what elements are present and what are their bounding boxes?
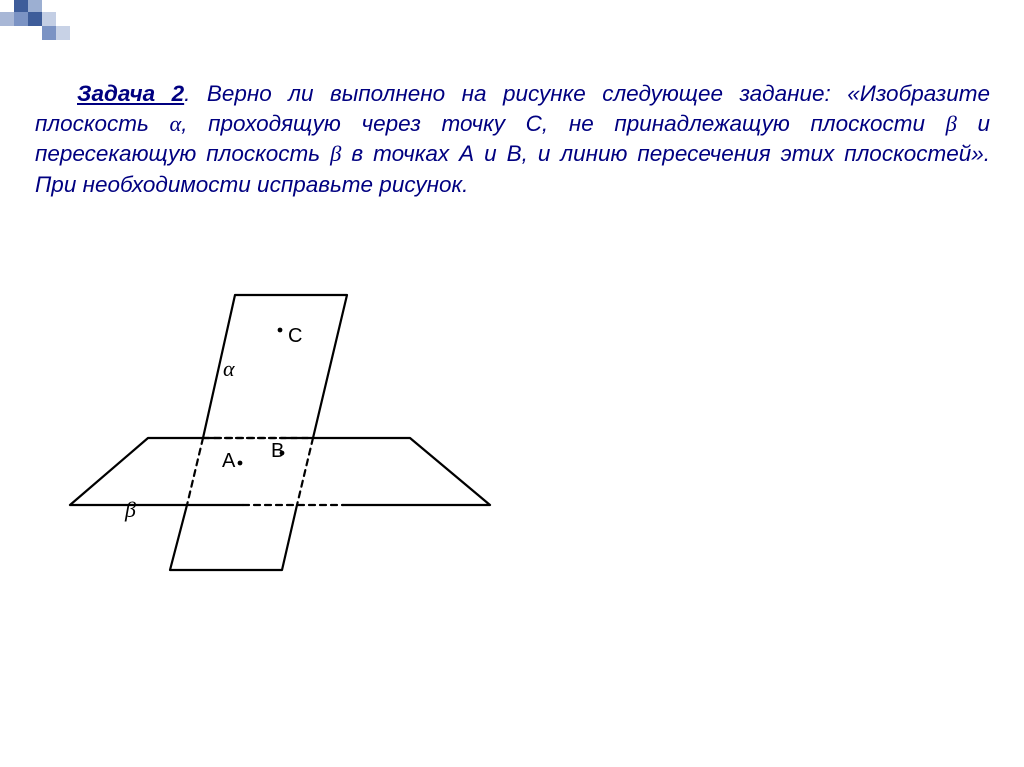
deco-square	[42, 12, 56, 26]
deco-square	[28, 12, 42, 26]
deco-square	[0, 12, 14, 26]
label-A: А	[222, 450, 235, 473]
deco-square	[14, 12, 28, 26]
greek-beta-1: β	[946, 111, 957, 136]
plane-alpha-hidden-right	[297, 438, 313, 505]
problem-text: Задача 2. Верно ли выполнено на рисунке …	[35, 79, 990, 201]
geometry-diagram: α β С А В	[60, 290, 500, 640]
label-beta: β	[125, 497, 136, 523]
plane-alpha-hidden-left	[187, 438, 203, 505]
deco-square	[56, 26, 70, 40]
greek-alpha: α	[169, 111, 181, 136]
point-C	[278, 328, 283, 333]
problem-title: Задача 2	[77, 81, 184, 106]
point-A	[238, 461, 243, 466]
label-B: В	[271, 440, 284, 463]
problem-body-2: , проходящую через точку С, не принадлеж…	[181, 111, 945, 136]
plane-alpha-edges	[170, 295, 347, 570]
content-area: Задача 2. Верно ли выполнено на рисунке …	[35, 56, 990, 223]
deco-square	[42, 26, 56, 40]
label-C: С	[288, 325, 302, 348]
greek-beta-2: β	[330, 141, 341, 166]
label-alpha: α	[223, 356, 235, 382]
